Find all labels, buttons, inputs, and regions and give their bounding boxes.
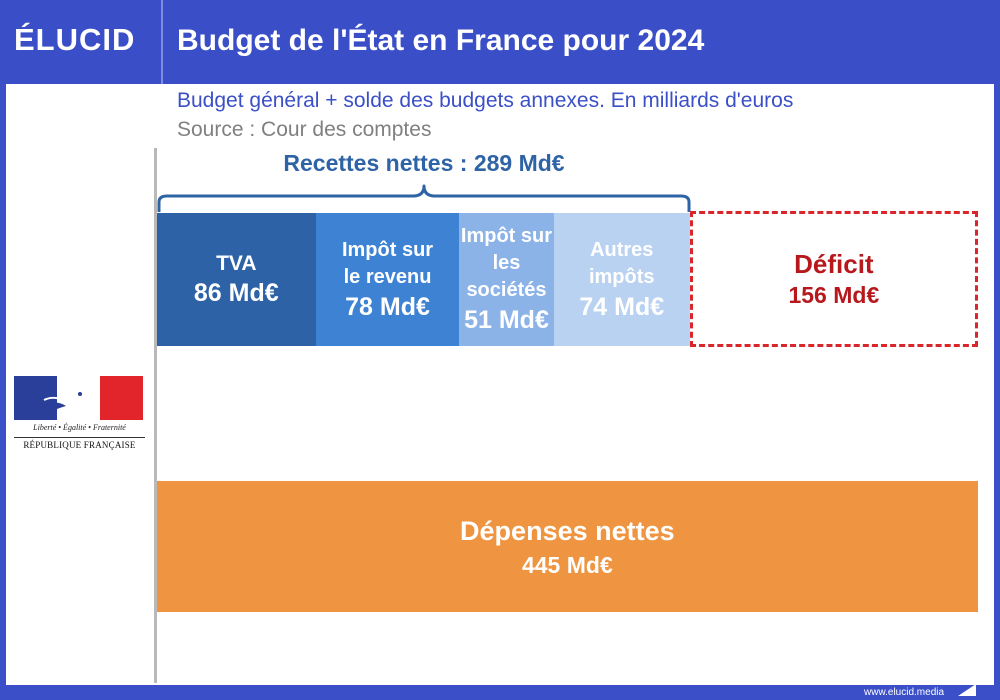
footer-link[interactable]: www.elucid.media [864, 687, 945, 698]
bar-segment-autres-imp-ts: Autres impôts 74 Md€ [553, 213, 690, 346]
header-divider [161, 0, 163, 84]
depenses-label: Dépenses nettes [460, 515, 675, 546]
deficit-value: 156 Md€ [788, 282, 880, 308]
elucid-mark-icon [958, 684, 976, 696]
deficit-bar: Déficit 156 Md€ [690, 211, 978, 347]
marianne-icon [40, 383, 91, 418]
bar-value-label: 86 Md€ [193, 279, 279, 307]
bar-label-line: TVA [216, 252, 257, 275]
bar-label-line: impôts [588, 265, 655, 288]
bar-value-label: 78 Md€ [345, 292, 430, 321]
page-title: Budget de l'État en France pour 2024 [177, 24, 705, 57]
bar-value-label: 51 Md€ [464, 306, 549, 334]
chart-source: Source : Cour des comptes [177, 118, 432, 141]
depenses-value: 445 Md€ [521, 551, 613, 578]
bar-segment-tva: TVA 86 Md€ [157, 213, 316, 346]
bar-label-line: Autres [590, 238, 654, 261]
bar-label-line: Impôt sur [341, 238, 434, 261]
bar-segment-imp-t-sur-le-revenu: Impôt sur le revenu 78 Md€ [315, 213, 460, 346]
bar-value-label: 74 Md€ [579, 292, 665, 321]
bar-label-line: le revenu [343, 265, 432, 288]
recettes-total-label: Recettes nettes : 289 Md€ [283, 150, 565, 176]
bar-label-line: les sociétés [466, 252, 547, 301]
axis-line [154, 148, 157, 683]
chart-subtitle: Budget général + solde des budgets annex… [177, 89, 794, 112]
bar-segment-imp-t-sur-les-soci-t-s: Impôt sur les sociétés 51 Md€ [459, 213, 554, 346]
deficit-label: Déficit [794, 249, 874, 279]
emblem-motto: Liberté • Égalité • Fraternité [33, 423, 126, 432]
elucid-logo[interactable]: ÉLUCID [14, 22, 136, 57]
header: ÉLUCID Budget de l'État en France pour 2… [0, 0, 1000, 84]
recettes-brace [157, 184, 691, 212]
emblem-name: RÉPUBLIQUE FRANÇAISE [14, 437, 145, 450]
republique-francaise-emblem: Liberté • Égalité • Fraternité RÉPUBLIQU… [14, 376, 145, 451]
depenses-bar: Dépenses nettes 445 Md€ [157, 481, 978, 612]
bar-label-line: Impôt sur [460, 225, 553, 247]
